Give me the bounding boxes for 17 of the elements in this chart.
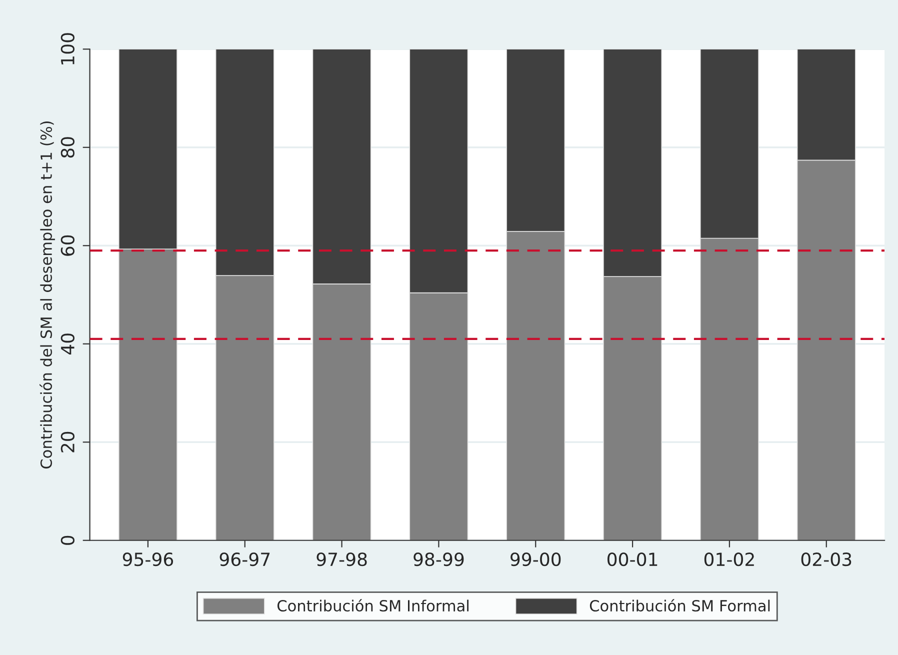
x-tick-label: 97-98 <box>316 552 367 566</box>
y-tick-label: 100 <box>60 33 74 64</box>
y-tick-label: 0 <box>60 536 74 545</box>
x-tick-label: 96-97 <box>220 552 270 566</box>
y-axis-title: Contribución del SM al desempleo en t+1 (%) <box>40 121 55 468</box>
y-tick-label: 20 <box>60 432 74 452</box>
legend-label: Contribución SM Formal <box>590 599 770 612</box>
x-tick-label: 02-03 <box>801 552 852 566</box>
y-tick-label: 60 <box>60 235 74 256</box>
y-tick-label: 40 <box>60 334 74 354</box>
x-tick-label: 00-01 <box>608 552 658 566</box>
x-tick-label: 98-99 <box>414 552 464 566</box>
x-tick-label: 95-96 <box>122 552 174 566</box>
legend-label: Contribución SM Informal <box>277 599 468 612</box>
x-tick-label: 01-02 <box>704 552 754 566</box>
y-tick-label: 80 <box>60 137 74 158</box>
x-tick-label: 99-00 <box>510 552 561 566</box>
